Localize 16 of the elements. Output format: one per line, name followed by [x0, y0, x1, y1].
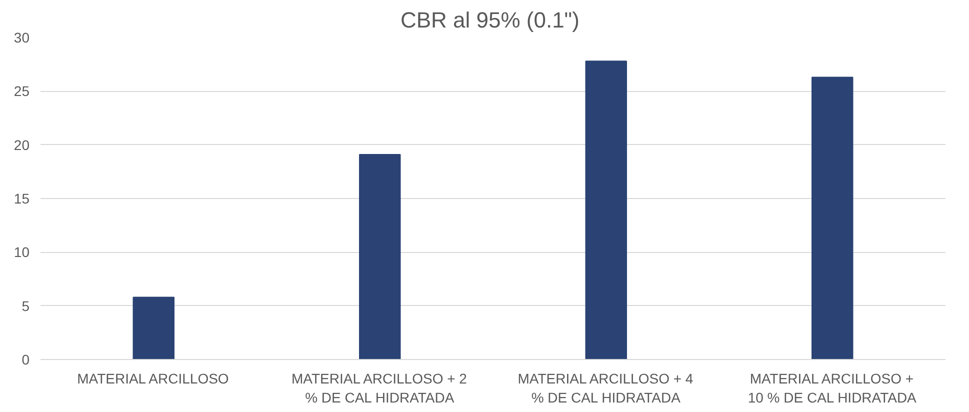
y-tick-label: 20: [14, 136, 30, 153]
bar: [585, 60, 627, 360]
y-tick-label: 10: [14, 244, 30, 260]
y-tick-label: 30: [14, 30, 30, 46]
x-tick-label: MATERIAL ARCILLOSO: [77, 370, 229, 386]
bar: [359, 154, 401, 360]
x-tick-label: MATERIAL ARCILLOSO + 2 % DE CAL HIDRATADA: [292, 370, 468, 406]
y-tick-label: 5: [22, 298, 30, 314]
y-tick-label: 15: [14, 190, 30, 206]
bar: [812, 76, 854, 360]
chart-title: CBR al 95% (0.1"): [400, 8, 580, 32]
y-tick-label: 0: [22, 352, 30, 368]
x-tick-label: MATERIAL ARCILLOSO + 4 % DE CAL HIDRATADA: [518, 370, 694, 406]
y-tick-label: 25: [14, 83, 30, 100]
x-tick-label: MATERIAL ARCILLOSO + 10 % DE CAL HIDRATADA: [748, 370, 918, 406]
bar: [132, 296, 174, 360]
